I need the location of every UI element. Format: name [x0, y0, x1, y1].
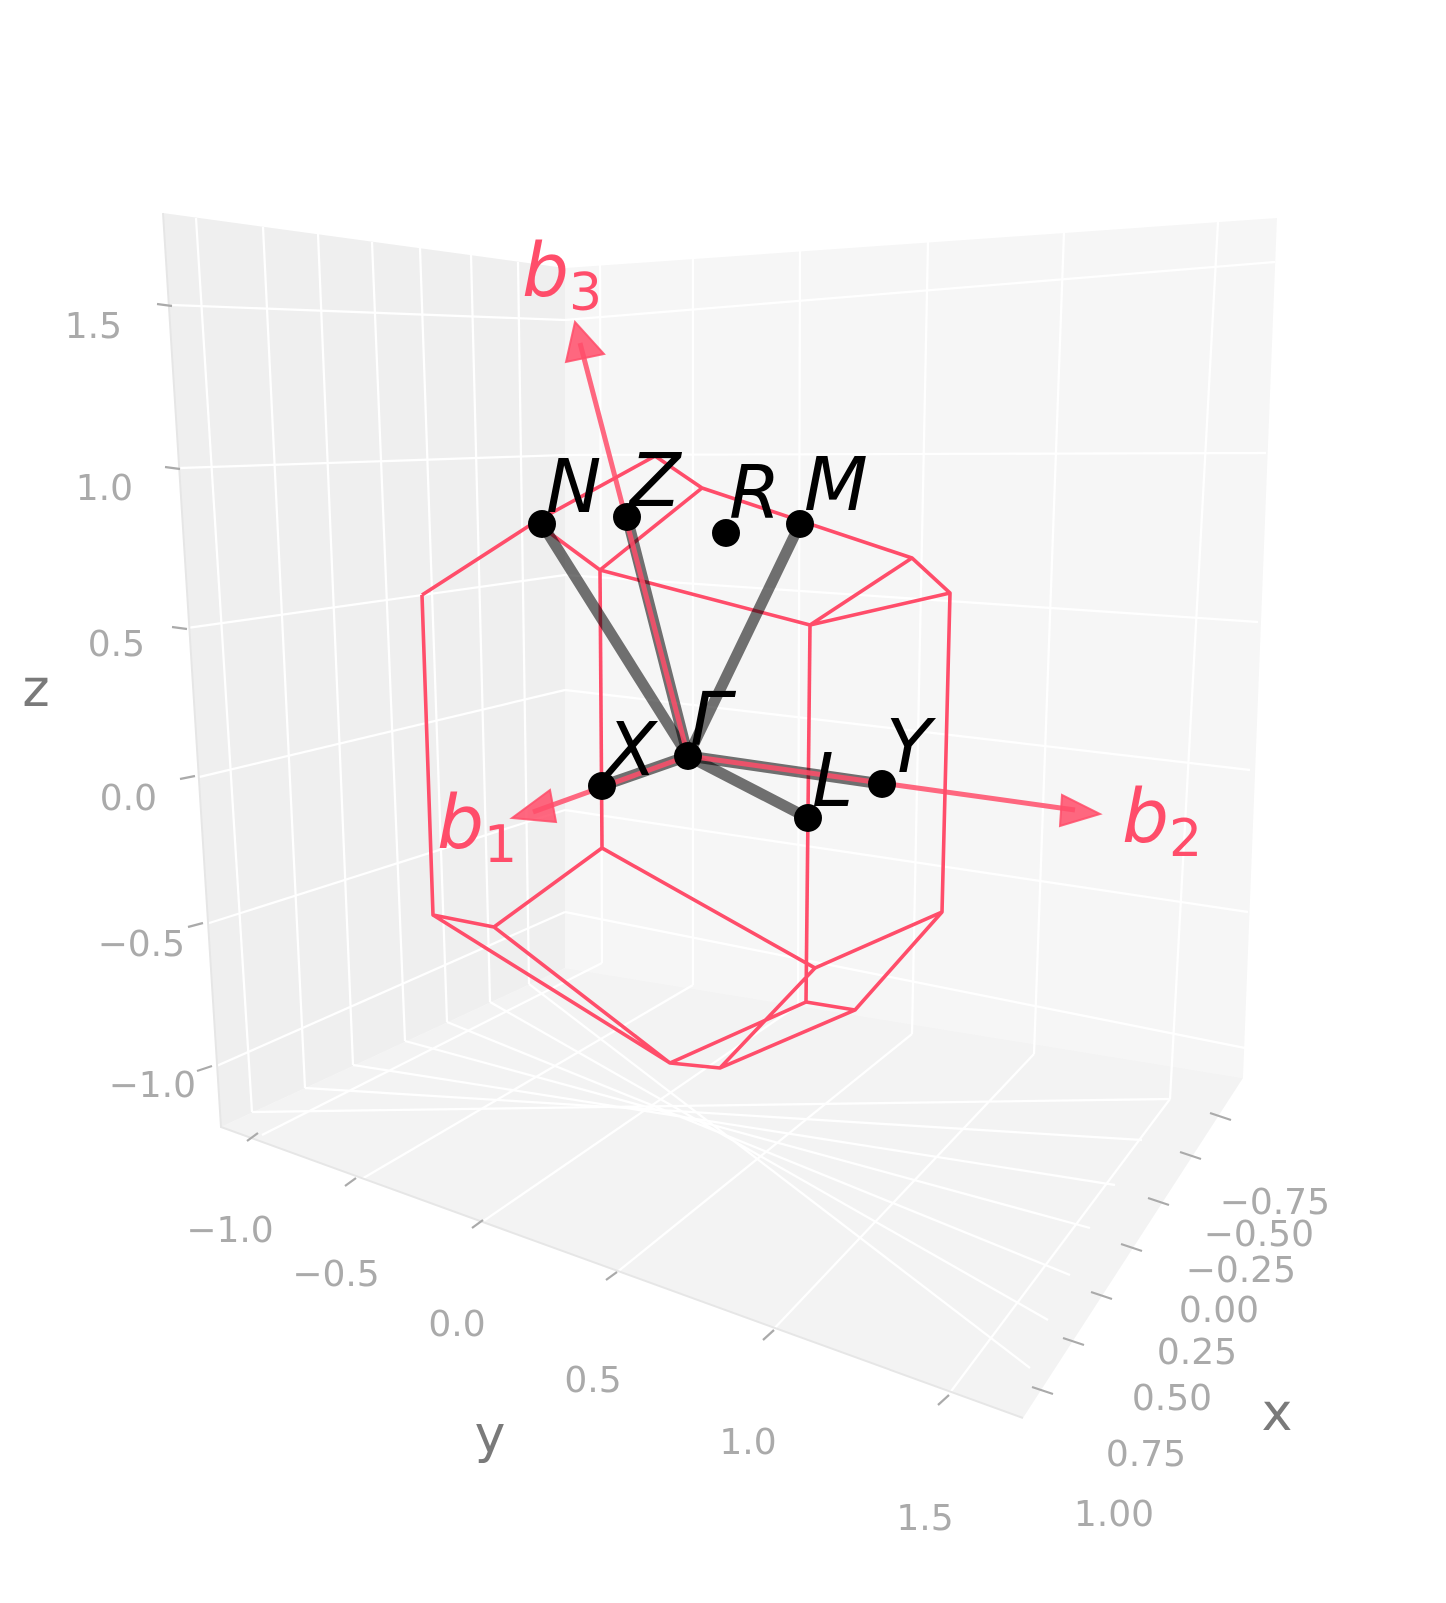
kpoint-m-marker	[786, 510, 814, 538]
y-axis-label: y	[475, 1405, 506, 1465]
kpoint-label-gamma: Γ	[690, 677, 737, 763]
kpoint-labels: N Z R M Γ X L Y	[546, 438, 937, 824]
z-tick: 1.5	[65, 306, 122, 347]
kpoint-label-x: X	[602, 707, 659, 793]
z-tick: 1.0	[76, 468, 133, 509]
pane-left	[163, 213, 565, 1127]
pane-right	[565, 218, 1277, 1078]
kpoint-label-l: L	[812, 738, 853, 824]
y-tick-labels: −1.0 −0.5 0.0 0.5 1.0 1.5	[186, 1210, 953, 1539]
kpoint-label-m: M	[804, 442, 868, 528]
b3-arrow-head	[564, 319, 606, 364]
y-tick: 0.0	[428, 1304, 485, 1345]
grid-left	[171, 217, 566, 1113]
x-tick: 0.25	[1157, 1332, 1237, 1373]
y-tick: 0.5	[564, 1360, 621, 1401]
z-tick: −1.0	[109, 1065, 196, 1106]
b1-arrow-head	[509, 788, 558, 824]
pane-edges	[162, 212, 1024, 1419]
x-axis-label: x	[1262, 1383, 1293, 1443]
x-tick: −0.75	[1220, 1182, 1330, 1223]
z-tick: 0.5	[88, 624, 145, 665]
y-tick: 1.0	[719, 1422, 776, 1463]
y-tick: 1.5	[896, 1498, 953, 1539]
vector-label-b2: b2	[1122, 774, 1202, 869]
kpoint-label-y: Y	[886, 704, 937, 790]
b2-arrow-head	[1058, 793, 1103, 828]
kpoint-markers	[528, 503, 896, 832]
kpoint-label-r: R	[729, 450, 780, 536]
z-tick-labels: 1.5 1.0 0.5 0.0 −0.5 −1.0	[65, 306, 196, 1106]
x-tick: 0.50	[1132, 1378, 1212, 1419]
z-tick: −0.5	[98, 924, 185, 965]
kpoint-x-marker	[588, 772, 616, 800]
y-tick: −0.5	[292, 1254, 379, 1295]
pane-floor	[221, 968, 1243, 1418]
b3-arrow-shaft	[577, 342, 691, 757]
kpoint-l-marker	[794, 804, 822, 832]
vector-label-b1: b1	[437, 780, 517, 875]
x-tick: −0.50	[1204, 1214, 1314, 1255]
x-tick: −0.25	[1186, 1250, 1296, 1291]
kpoint-label-n: N	[546, 444, 601, 530]
kpoint-gamma-marker	[674, 742, 702, 770]
x-tick: 0.00	[1179, 1290, 1259, 1331]
kpoint-y-marker	[868, 770, 896, 798]
x-tick: 0.75	[1106, 1434, 1186, 1475]
kpoint-z-marker	[613, 503, 641, 531]
kpoint-label-z: Z	[628, 438, 683, 524]
tick-marks	[156, 302, 1232, 1406]
z-tick: 0.0	[100, 778, 157, 819]
kpoint-r-marker	[712, 519, 740, 547]
vector-label-b3: b3	[522, 228, 602, 323]
y-tick: −1.0	[186, 1210, 273, 1251]
x-tick: 1.00	[1074, 1494, 1154, 1535]
z-axis-label: z	[22, 659, 49, 719]
x-tick-labels: −0.75 −0.50 −0.25 0.00 0.25 0.50 0.75 1.…	[1074, 1182, 1330, 1535]
kpoint-n-marker	[528, 510, 556, 538]
